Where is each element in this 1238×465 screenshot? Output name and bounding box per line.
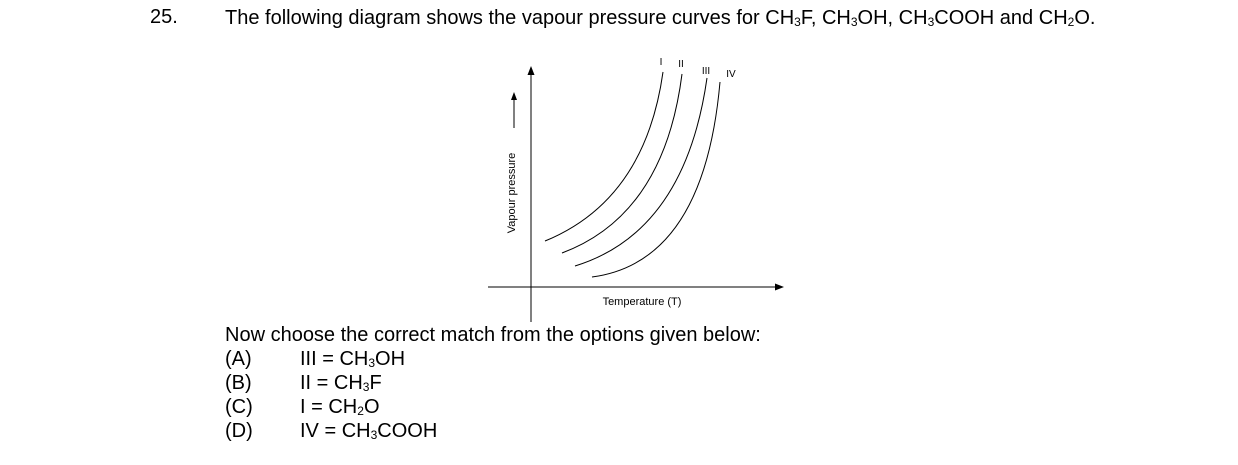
- curve-label-ii: II: [678, 59, 684, 70]
- option-text: IV = CH3COOH: [300, 420, 438, 442]
- instruction-text: Now choose the correct match from the op…: [225, 324, 761, 346]
- curve-ii: [561, 73, 683, 254]
- y-axis-label: Vapour pressure: [506, 153, 518, 234]
- option-text: I = CH2O: [300, 396, 380, 418]
- option-letter: (C): [225, 396, 253, 418]
- y-direction-arrowhead: [511, 92, 517, 100]
- option-letter: (A): [225, 348, 252, 370]
- y-axis-arrowhead: [527, 66, 535, 75]
- formula-ch3cooh: CH3COOH: [898, 7, 995, 29]
- curve-iii: [574, 77, 708, 267]
- x-axis-label: Temperature (T): [603, 296, 682, 308]
- formula-ch3f: CH3F: [765, 7, 811, 29]
- option-letter: (B): [225, 372, 252, 394]
- formula-ch2o: CH2O: [1038, 7, 1090, 29]
- option-text: III = CH3OH: [300, 348, 406, 370]
- formula-ch3oh: CH3OH: [821, 7, 888, 29]
- curve-iv: [591, 81, 721, 278]
- curve-i: [544, 71, 664, 242]
- option-letter: (D): [225, 420, 253, 442]
- curve-label-i: I: [660, 57, 663, 68]
- curve-label-iii: III: [702, 66, 710, 77]
- option-text: II = CH3F: [300, 372, 382, 394]
- x-axis-arrowhead: [775, 283, 784, 291]
- question-number: 25.: [150, 6, 178, 28]
- curve-label-iv: IV: [726, 69, 736, 80]
- question-stem: The following diagram shows the vapour p…: [225, 7, 1096, 29]
